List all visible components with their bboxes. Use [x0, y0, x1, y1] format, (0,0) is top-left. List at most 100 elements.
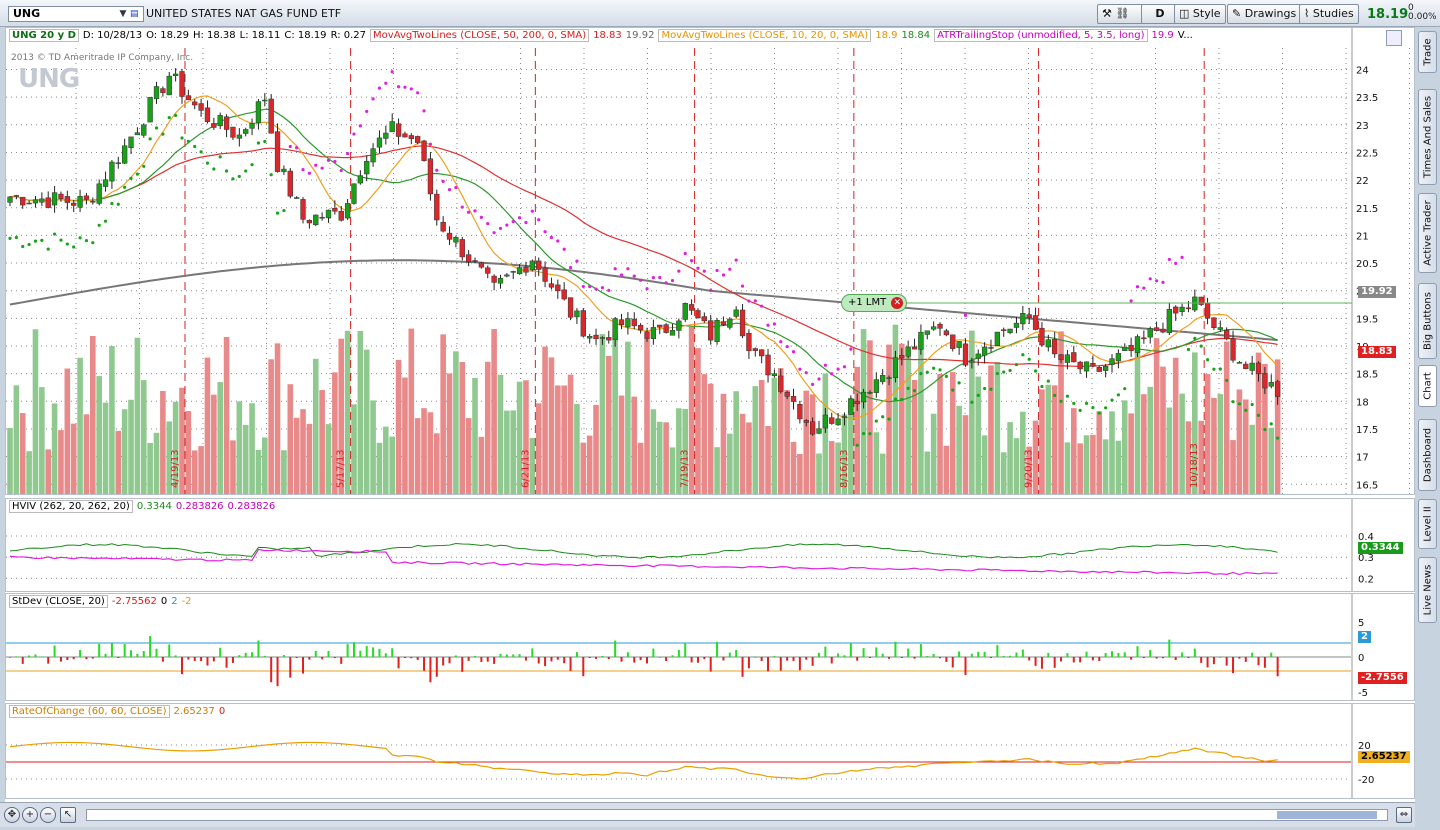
atr-stop-dot	[473, 209, 477, 213]
atr-stop-dot	[1110, 398, 1114, 402]
volume-bar	[26, 451, 32, 494]
candle-body	[631, 318, 637, 327]
pan-icon[interactable]: ✥	[4, 807, 20, 823]
pencil-icon: ✎	[1232, 7, 1242, 20]
period-label[interactable]: UNG 20 y D	[9, 29, 79, 42]
stdev-bar	[200, 657, 203, 662]
studies-icon: ⌇	[1304, 7, 1310, 20]
drawings-button[interactable]: ✎ Drawings	[1227, 4, 1302, 24]
volume-bar	[510, 410, 517, 494]
stdev-bar	[556, 657, 559, 660]
hviv-panel[interactable]: 0.4 0.3 0.2 HVIV (262, 20, 262, 20) 0.3344 0…	[5, 498, 1415, 592]
tab-dashboard[interactable]: Dashboard	[1418, 419, 1437, 491]
atr-stop-dot	[779, 340, 783, 344]
candle-body	[695, 310, 701, 319]
volume-bar	[1160, 366, 1166, 494]
stdev-bar	[72, 657, 75, 660]
stdev-tick-label: 0	[1358, 653, 1364, 664]
time-scrollbar[interactable]	[86, 809, 1388, 821]
studies-button[interactable]: ⌇ Studies	[1299, 4, 1359, 24]
tab-big-buttons[interactable]: Big Buttons	[1418, 283, 1437, 359]
candle-body	[185, 95, 192, 101]
more-studies[interactable]: V...	[1177, 30, 1193, 41]
candle-body	[160, 88, 166, 93]
cancel-order-icon[interactable]: ✕	[891, 297, 904, 309]
atr-stop-dot	[301, 168, 305, 172]
volume-bar	[860, 329, 867, 494]
roc-zero: 0	[218, 706, 226, 717]
volume-bar	[274, 343, 281, 494]
candle-body	[860, 391, 867, 403]
candle-body	[32, 199, 39, 204]
order-bubble[interactable]: +1 LMT ✕	[841, 294, 908, 312]
atr-stop-dot	[944, 374, 948, 378]
symbol-favorites-icon[interactable]: ▤	[130, 9, 139, 19]
atr-stop-dot	[702, 269, 706, 273]
roc-label[interactable]: RateOfChange (60, 60, CLOSE)	[9, 705, 170, 718]
symbol-dropdown-icon[interactable]: ▼	[119, 9, 127, 19]
zoom-out-icon[interactable]: −	[40, 807, 56, 823]
atr-stop-dot	[568, 265, 573, 270]
hviv-label[interactable]: HVIV (262, 20, 262, 20)	[9, 500, 133, 513]
candle-body	[223, 116, 230, 130]
tab-active-trader[interactable]: Active Trader	[1418, 193, 1437, 273]
volume-bar	[19, 413, 26, 494]
atr-stop-dot	[1199, 344, 1203, 348]
stdev-bar	[945, 657, 948, 662]
candle-body	[580, 310, 586, 337]
style-button[interactable]: ◫ Style	[1174, 4, 1226, 24]
atr-stop-dot	[900, 397, 904, 402]
stdev-bar	[1130, 657, 1133, 660]
expand-icon[interactable]: ⇔	[1396, 807, 1412, 823]
atr-stop-dot	[881, 415, 885, 419]
stdev-bar	[142, 651, 145, 657]
roc-panel[interactable]: 20 -20 RateOfChange (60, 60, CLOSE) 2.6523…	[5, 703, 1415, 799]
volume-bar	[593, 404, 599, 494]
volume-bar	[879, 453, 886, 494]
atr-stop-dot	[1078, 408, 1082, 412]
stdev-bar	[91, 657, 94, 659]
chart-area[interactable]: 2423.52322.52221.52120.52019.51918.51817…	[5, 27, 1415, 826]
tab-times-and-sales[interactable]: Times And Sales	[1418, 89, 1437, 185]
scrollbar-thumb[interactable]	[1277, 811, 1377, 819]
ma200-tag: 19.92	[1358, 286, 1396, 298]
stdev-label[interactable]: StDev (CLOSE, 20)	[9, 595, 108, 608]
zoom-in-icon[interactable]: +	[22, 807, 38, 823]
tools-button[interactable]: ⚒ ⛓	[1097, 4, 1143, 24]
event-date-label: 4/19/13	[170, 449, 181, 488]
candle-body	[529, 260, 535, 271]
tab-level-ii[interactable]: Level II	[1418, 499, 1437, 549]
stdev-panel[interactable]: 5 0 -5 StDev (CLOSE, 20) -2.75562 0 2 -2 2 -2.…	[5, 593, 1415, 701]
stdev-bar	[919, 644, 922, 657]
candle-body	[567, 297, 574, 318]
roc-tick-label: -20	[1358, 775, 1374, 786]
pct-change: 0.00%	[1408, 12, 1437, 22]
volume-bar	[1007, 422, 1013, 494]
ma-short-v1: 18.9	[875, 30, 898, 41]
candle-body	[313, 214, 319, 226]
candle-body	[90, 200, 96, 203]
atr-stop-dot	[460, 205, 464, 209]
candle-body	[7, 196, 13, 203]
ma-long-label[interactable]: MovAvgTwoLines (CLOSE, 50, 200, 0, SMA)	[370, 29, 590, 42]
symbol-input[interactable]: UNG ▼ ▤	[8, 6, 144, 22]
cursor-icon[interactable]: ↖	[60, 807, 76, 823]
tab-chart[interactable]: Chart	[1418, 365, 1437, 407]
atr-stop-dot	[1091, 406, 1095, 410]
atr-label[interactable]: ATRTrailingStop (unmodified, 5, 3.5, lon…	[934, 29, 1148, 42]
tab-trade[interactable]: Trade	[1418, 31, 1437, 73]
chart-settings-icon[interactable]	[1386, 30, 1402, 46]
candle-body	[1020, 313, 1026, 325]
tab-label: Trade	[1422, 38, 1433, 66]
price-panel[interactable]: 2423.52322.52221.52120.52019.51918.51817…	[5, 27, 1415, 495]
atr-stop-dot	[148, 137, 152, 141]
stdev-bar	[66, 657, 69, 660]
candle-body	[1102, 366, 1109, 371]
link-icon: ⛓	[1115, 7, 1130, 20]
ma-short-label[interactable]: MovAvgTwoLines (CLOSE, 10, 20, 0, SMA)	[658, 29, 872, 42]
volume-bar	[293, 417, 300, 494]
tab-live-news[interactable]: Live News	[1418, 557, 1437, 623]
stdev-bar	[741, 657, 744, 677]
candle-body	[20, 196, 26, 206]
volume-bar	[535, 403, 542, 494]
